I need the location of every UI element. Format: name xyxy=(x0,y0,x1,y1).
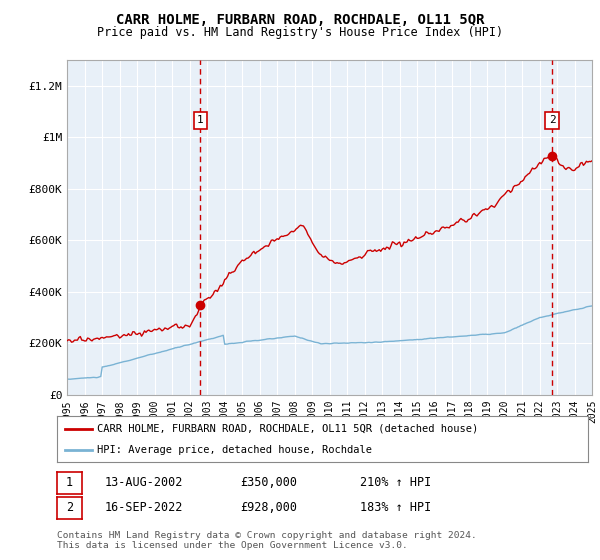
Text: Price paid vs. HM Land Registry's House Price Index (HPI): Price paid vs. HM Land Registry's House … xyxy=(97,26,503,39)
Text: HPI: Average price, detached house, Rochdale: HPI: Average price, detached house, Roch… xyxy=(97,445,372,455)
Text: CARR HOLME, FURBARN ROAD, ROCHDALE, OL11 5QR: CARR HOLME, FURBARN ROAD, ROCHDALE, OL11… xyxy=(116,13,484,27)
Text: 183% ↑ HPI: 183% ↑ HPI xyxy=(360,501,431,515)
Text: 1: 1 xyxy=(66,476,73,489)
Text: Contains HM Land Registry data © Crown copyright and database right 2024.
This d: Contains HM Land Registry data © Crown c… xyxy=(57,531,477,550)
Text: CARR HOLME, FURBARN ROAD, ROCHDALE, OL11 5QR (detached house): CARR HOLME, FURBARN ROAD, ROCHDALE, OL11… xyxy=(97,424,478,434)
Text: 13-AUG-2002: 13-AUG-2002 xyxy=(105,476,184,489)
Text: 2: 2 xyxy=(549,115,556,125)
Text: £350,000: £350,000 xyxy=(240,476,297,489)
Text: 2: 2 xyxy=(66,501,73,515)
Text: £928,000: £928,000 xyxy=(240,501,297,515)
Text: 1: 1 xyxy=(197,115,204,125)
Text: 16-SEP-2022: 16-SEP-2022 xyxy=(105,501,184,515)
Text: 210% ↑ HPI: 210% ↑ HPI xyxy=(360,476,431,489)
